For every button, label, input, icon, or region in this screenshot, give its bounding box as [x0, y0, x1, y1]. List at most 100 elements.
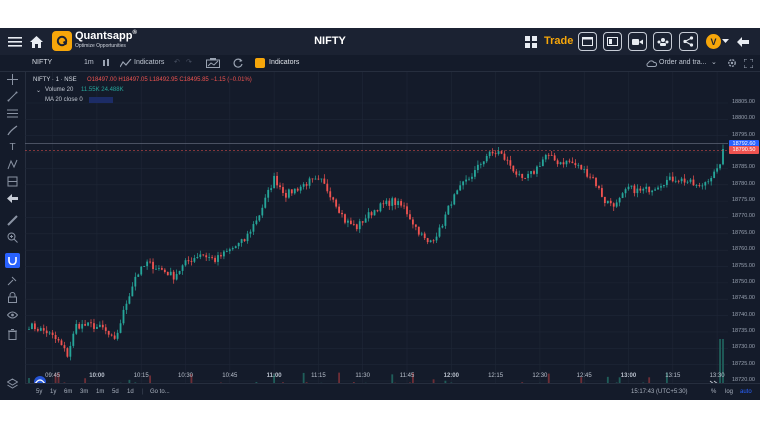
legend-ma-label[interactable]: MA 20 close 0	[45, 97, 83, 103]
clock-timezone[interactable]: 15:17:43 (UTC+5:30)	[631, 389, 688, 395]
candle-body	[196, 256, 199, 259]
left-arrow-icon[interactable]	[7, 193, 18, 204]
candle-body	[426, 238, 429, 243]
range-1d[interactable]: 1d	[127, 389, 134, 395]
range-1y[interactable]: 1y	[50, 389, 57, 395]
candle-body	[636, 188, 639, 194]
pattern-tool-icon[interactable]	[7, 159, 18, 170]
candle-body	[618, 197, 621, 203]
lock-icon[interactable]	[7, 292, 18, 303]
legend-volume-label[interactable]: Volume 20	[45, 87, 74, 93]
goto-date-button[interactable]: Go to...	[150, 389, 170, 395]
settings-gear-icon[interactable]	[727, 57, 737, 73]
interval-selector[interactable]: 1m	[84, 59, 94, 66]
video-camera-icon[interactable]	[628, 32, 647, 51]
candle-body	[456, 190, 459, 195]
range-1m[interactable]: 1m	[96, 389, 105, 395]
candlestick-chart[interactable]	[25, 72, 728, 400]
legend-volume-chevron-icon[interactable]: ⌄	[36, 88, 42, 94]
indicators-button[interactable]: Indicators	[134, 59, 165, 66]
candle-body	[524, 177, 527, 179]
price-axis-label: 18780.00	[732, 180, 755, 187]
candle-body	[193, 258, 196, 262]
candle-body	[701, 185, 704, 187]
chart-type-icon[interactable]	[102, 57, 110, 73]
candle-body	[683, 178, 686, 183]
range-3m[interactable]: 3m	[80, 389, 89, 395]
time-axis-label: 11:30	[355, 373, 370, 379]
candle-body	[222, 251, 225, 257]
auto-scale-toggle[interactable]: auto	[740, 389, 752, 395]
candle-body	[335, 199, 338, 207]
candle-body	[603, 196, 606, 204]
candle-body	[240, 239, 243, 243]
candle-body	[341, 212, 343, 215]
user-avatar[interactable]: V	[706, 34, 721, 49]
fib-tool-icon[interactable]	[7, 108, 18, 119]
candle-body	[586, 169, 589, 177]
quantsapp-logo-icon[interactable]	[52, 31, 72, 51]
quantsapp-indicators-button[interactable]: Indicators	[269, 59, 300, 66]
candle-body	[352, 224, 355, 225]
zoom-in-icon[interactable]	[7, 232, 18, 243]
indicators-icon[interactable]	[119, 57, 132, 73]
candle-body	[556, 160, 559, 165]
redo-icon[interactable]: ↷	[186, 59, 192, 66]
price-axis[interactable]: 18805.0018800.0018795.0018790.0018785.00…	[728, 72, 760, 400]
volume-bar	[719, 339, 721, 394]
brush-icon[interactable]	[7, 125, 18, 136]
range-5d[interactable]: 5d	[112, 389, 119, 395]
range-5y[interactable]: 5y	[36, 389, 43, 395]
layers-icon[interactable]	[7, 378, 18, 389]
percent-scale-toggle[interactable]: %	[711, 389, 717, 395]
candle-body	[468, 178, 470, 180]
share-icon[interactable]	[679, 32, 698, 51]
snapshot-icon[interactable]	[206, 57, 220, 73]
window-icon[interactable]	[578, 32, 597, 51]
candle-body	[323, 178, 326, 184]
dropdown-chevron-icon[interactable]: ⌄	[711, 59, 717, 66]
order-and-trades-menu[interactable]: Order and tra...	[659, 59, 707, 66]
fullscreen-icon[interactable]	[743, 57, 754, 73]
symbol-search[interactable]: NIFTY	[32, 59, 53, 66]
candle-body	[441, 225, 444, 228]
grid-apps-icon[interactable]	[525, 32, 537, 51]
undo-icon[interactable]: ↶	[174, 59, 180, 66]
magnet-icon[interactable]	[5, 253, 20, 268]
candle-body	[518, 173, 521, 175]
candle-body	[574, 163, 577, 166]
candle-body	[648, 186, 651, 193]
trade-button[interactable]: Trade	[544, 35, 574, 47]
refresh-icon[interactable]	[233, 57, 243, 73]
eye-icon[interactable]	[7, 309, 18, 320]
log-scale-toggle[interactable]: log	[725, 389, 734, 395]
trend-line-icon[interactable]	[7, 91, 18, 102]
text-tool-icon[interactable]: T	[9, 142, 16, 153]
price-axis-label: 18775.00	[732, 197, 755, 204]
quantsapp-indicators-icon[interactable]	[255, 58, 265, 68]
range-6m[interactable]: 6m	[64, 389, 73, 395]
avatar-dropdown-icon[interactable]	[722, 32, 729, 51]
stay-drawing-icon[interactable]	[7, 275, 18, 286]
candle-body	[36, 329, 39, 331]
home-icon[interactable]	[30, 32, 43, 51]
candle-body	[471, 176, 473, 179]
cloud-icon[interactable]	[646, 57, 657, 72]
panel-icon[interactable]	[603, 32, 622, 51]
community-icon[interactable]	[653, 32, 672, 51]
trash-icon[interactable]	[7, 329, 18, 340]
candle-body	[113, 335, 116, 339]
candle-body	[609, 200, 612, 204]
candle-body	[299, 186, 302, 191]
candle-body	[668, 176, 671, 180]
candle-body	[231, 248, 234, 250]
price-axis-label: 18720.00	[732, 377, 755, 383]
chart-toolbar: NIFTY 1m Indicators ↶ ↷ Indicators Order…	[0, 55, 760, 72]
hamburger-menu-icon[interactable]	[8, 32, 22, 51]
back-arrow-icon[interactable]	[737, 32, 749, 51]
ruler-icon[interactable]	[7, 215, 18, 226]
prediction-tool-icon[interactable]	[7, 176, 18, 187]
crosshair-icon[interactable]	[7, 74, 18, 85]
time-axis-label: 11:15	[311, 373, 326, 379]
candle-body	[329, 191, 332, 198]
